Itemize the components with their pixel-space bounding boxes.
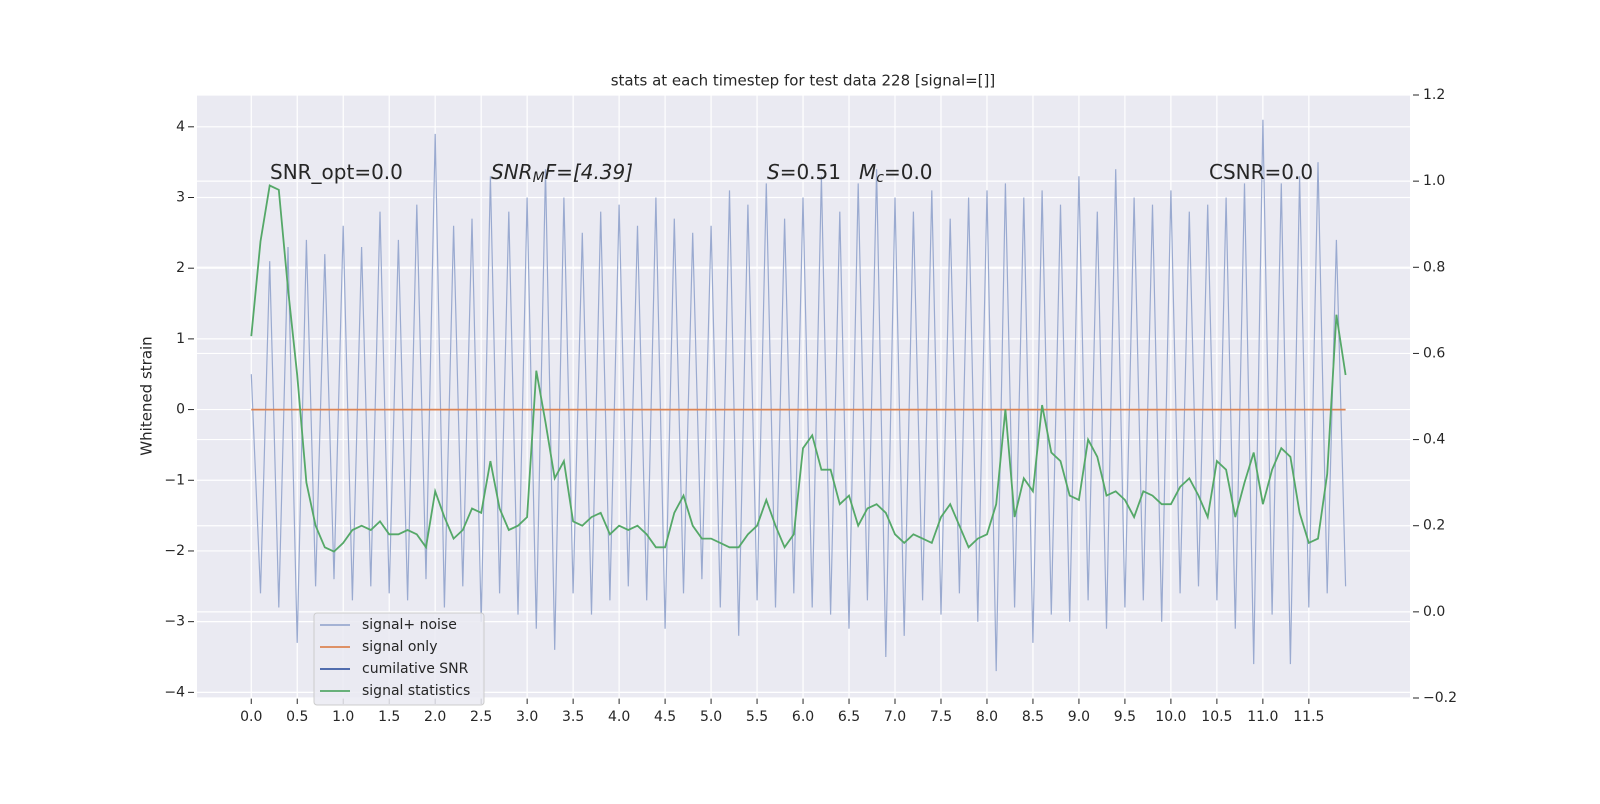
y2-tick-label: 0.8 [1423,259,1445,275]
annotation-rest: =0.0 [884,160,933,184]
x-tick-label: 1.5 [378,709,400,725]
annotation: Mc=0.0 [859,160,933,187]
annotation: SNRMF=[4.39] [491,160,633,187]
x-tick-label: 7.5 [930,709,952,725]
legend-label: signal statistics [362,683,470,699]
x-tick-label: 6.5 [838,709,860,725]
chart-title: stats at each timestep for test data 228… [611,72,996,90]
annotation: CSNR=0.0 [1209,160,1313,184]
legend-label: signal only [362,639,437,655]
annotation-base: S [767,160,780,184]
x-tick-label: 2.5 [470,709,492,725]
x-tick-label: 8.5 [1022,709,1044,725]
annotation-rest: F=[4.39] [545,160,633,184]
x-tick-label: 4.5 [654,709,676,725]
annotation-rest: =0.51 [780,160,841,184]
x-tick-label: 9.0 [1068,709,1090,725]
y-tick-label: 3 [176,190,185,206]
series-line [250,184,1347,553]
x-tick-label: 9.5 [1114,709,1136,725]
y2-tick-label: 1.0 [1423,173,1445,189]
annotation-base: CSNR=0.0 [1209,160,1313,184]
y-tick-label: 0 [176,402,185,418]
y2-tick-label: 0.6 [1423,345,1445,361]
annotation-base: SNR_opt=0.0 [270,160,403,184]
y-axis-label: Whitened strain [138,336,156,455]
x-tick-label: 1.0 [332,709,354,725]
legend-label: signal+ noise [362,617,457,633]
annotation-sub: M [533,170,545,186]
y-tick-label: 4 [176,119,185,135]
y-tick-label: −1 [164,472,185,488]
legend: signal+ noise signal only cumilative SNR si… [313,612,485,706]
x-tick-label: 10.5 [1201,709,1232,725]
x-tick-label: 11.5 [1293,709,1324,725]
y-tick-label: 2 [176,260,185,276]
x-tick-label: 8.0 [976,709,998,725]
series-line [250,119,1347,672]
legend-label: cumilative SNR [362,661,469,677]
y2-tick-label: 0.0 [1423,604,1445,620]
x-tick-label: 4.0 [608,709,630,725]
lines [250,119,1347,672]
y2-tick-label: 0.4 [1423,432,1445,448]
y-tick-label: −3 [164,614,185,630]
x-tick-label: 7.0 [884,709,906,725]
x-tick-label: 11.0 [1247,709,1278,725]
x-tick-label: 0.5 [286,709,308,725]
x-tick-label: 5.5 [746,709,768,725]
y-tick-label: −4 [164,684,185,700]
y2-tick-label: 1.2 [1423,87,1445,103]
x-tick-label: 5.0 [700,709,722,725]
annotation: SNR_opt=0.0 [270,160,403,184]
x-tick-label: 6.0 [792,709,814,725]
y2-tick-label: −0.2 [1423,690,1457,706]
y2-tick-label: 0.2 [1423,518,1445,534]
x-tick-label: 3.0 [516,709,538,725]
annotation: S=0.51 [767,160,841,184]
x-tick-label: 2.0 [424,709,446,725]
x-tick-label: 3.5 [562,709,584,725]
annotation-base: M [859,160,876,184]
annotation-sub: c [876,170,884,186]
y-tick-label: −2 [164,543,185,559]
annotation-base: SNR [491,160,533,184]
x-tick-label: 0.0 [240,709,262,725]
legend-box [313,612,485,706]
x-tick-label: 10.0 [1155,709,1186,725]
y-tick-label: 1 [176,331,185,347]
annotations: SNR_opt=0.0 SNRMF=[4.39] S=0.51 Mc=0.0 CSNR=… [270,160,1313,187]
